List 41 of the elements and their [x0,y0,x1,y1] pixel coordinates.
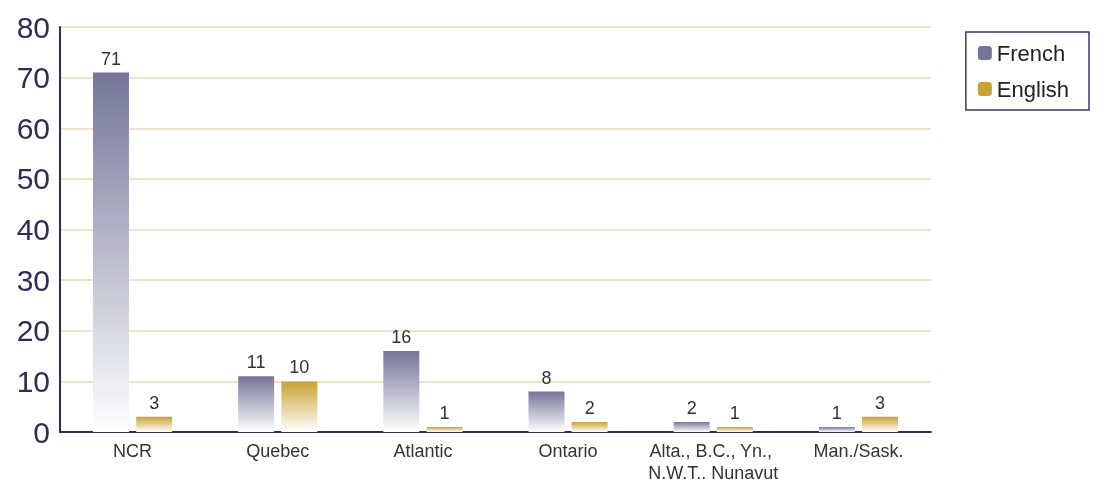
x-tick-label: Atlantic [393,441,453,461]
data-label: 1 [831,402,842,423]
data-label: 10 [289,357,310,378]
y-tick-label: 80 [16,10,50,44]
x-tick-label: Alta., B.C., Yn., N.W.T.. Nunavut [648,441,779,483]
x-tick-label: NCR [113,441,153,461]
data-label: 1 [729,402,740,423]
bar [136,416,173,432]
y-tick-label: 30 [16,263,50,297]
bar [571,421,608,432]
legend-label: English [996,76,1069,102]
legend-label: French [996,40,1066,66]
bar [716,426,753,432]
x-tick-label: Man./Sask. [813,441,904,461]
data-label: 3 [149,392,160,413]
y-tick-label: 40 [16,213,50,246]
x-tick-label: Ontario [538,441,598,461]
bar [673,421,710,432]
bar [426,426,463,432]
data-label: 16 [391,327,412,347]
y-tick-label: 60 [16,111,50,145]
bar [92,72,129,432]
y-tick-label: 0 [33,415,50,449]
y-tick-label: 50 [16,162,50,196]
data-label: 2 [686,397,697,418]
bar [281,381,318,432]
data-label: 2 [584,397,595,418]
y-tick-label: 10 [16,364,50,398]
data-label: 1 [439,402,450,423]
data-label: 11 [246,352,266,373]
bar [383,351,420,432]
y-tick-label: 20 [16,314,50,348]
data-label: 71 [100,48,121,69]
x-tick-label: Quebec [246,441,310,461]
data-label: 8 [541,367,552,388]
bar [238,376,275,432]
bar [528,391,565,432]
bar [818,426,855,432]
bar [862,416,899,432]
data-label: 3 [875,392,886,413]
y-tick-label: 70 [16,61,50,95]
